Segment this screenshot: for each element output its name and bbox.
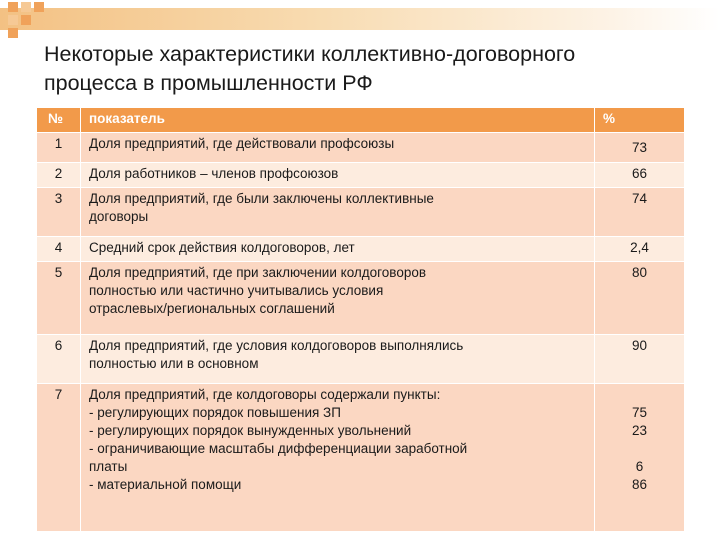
indicator-text: платы [89,458,128,474]
percent-value [595,386,684,404]
percent-cell: 73 [594,132,685,163]
row-number: 1 [36,132,81,163]
percent-value: 2,4 [630,239,649,255]
percent-cell: 90 [594,334,685,384]
header-number: № [36,107,81,133]
table-row: 2 Доля работников – членов профсоюзов 66 [36,161,685,189]
square-decor [8,28,18,38]
indicator-text: Доля предприятий, где были заключены кол… [89,191,434,207]
table-header-row: № показатель % [36,107,685,133]
indicator-text: - ограничивающие масштабы дифференциации… [89,440,468,456]
percent-value: 66 [631,165,648,181]
page-title: Некоторые характеристики коллективно-дог… [44,40,694,98]
indicator-text: - регулирующих порядок повышения ЗП [89,404,341,420]
table-row: 6 Доля предприятий, где условия колдогово… [36,334,685,384]
indicator-cell: Доля предприятий, где были заключены кол… [80,187,595,237]
row-number: 6 [36,334,81,384]
indicator-text: Доля работников – членов профсоюзов [89,165,339,181]
indicator-text: договоры [89,209,149,225]
row-number: 5 [36,261,81,336]
percent-value: 80 [631,265,648,281]
row-number: 2 [36,161,81,189]
indicator-cell: Доля предприятий, где колдоговоры содерж… [80,382,595,533]
table-row: 4 Средний срок действия колдоговоров, лет… [36,235,685,263]
indicator-cell: Доля предприятий, где условия колдоговор… [80,334,595,384]
percent-cell: 80 [594,261,685,336]
decorative-top-bar [0,8,720,30]
table-row: 3 Доля предприятий, где были заключены ко… [36,187,685,237]
square-decor [34,2,44,12]
indicator-text: - материальной помощи [89,476,242,492]
indicator-text: - регулирующих порядок вынужденных уволь… [89,422,412,438]
table-row: 7 Доля предприятий, где колдоговоры содер… [36,382,685,533]
square-decor [21,2,31,12]
percent-value: 90 [631,338,648,354]
percent-cell: 75 23 6 86 [594,382,685,533]
indicator-cell: Доля предприятий, где при заключении кол… [80,261,595,336]
table-row: 1 Доля предприятий, где действовали профс… [36,132,685,163]
row-number: 7 [36,382,81,533]
indicator-text: Средний срок действия колдоговоров, лет [89,239,355,255]
row-number: 3 [36,187,81,237]
indicator-cell: Доля работников – членов профсоюзов [80,161,595,189]
percent-cell: 2,4 [594,235,685,263]
title-line-1: Некоторые характеристики коллективно-дог… [44,42,576,66]
percent-value: 6 [635,458,644,474]
square-decor [8,2,18,12]
percent-cell: 66 [594,161,685,189]
decorative-squares [0,0,60,50]
row-number: 4 [36,235,81,263]
title-line-2: процесса в промышленности РФ [44,71,373,95]
indicator-text: полностью или в основном [89,356,259,372]
indicator-cell: Доля предприятий, где действовали профсо… [80,132,595,163]
percent-value [595,440,684,458]
square-decor [8,15,18,25]
percent-value: 73 [631,140,648,155]
percent-value: 86 [631,476,648,492]
indicators-table: № показатель % 1 Доля предприятий, где де… [36,107,685,533]
percent-value: 74 [631,191,648,207]
indicator-text: Доля предприятий, где действовали профсо… [89,136,395,151]
indicator-text: Доля предприятий, где колдоговоры содерж… [89,386,441,402]
square-decor [21,15,31,25]
indicator-text: полностью или частично учитывались услов… [89,283,384,299]
indicator-text: Доля предприятий, где при заключении кол… [89,265,427,281]
indicator-text: отраслевых/региональных соглашений [89,301,335,317]
percent-value: 75 [631,404,648,420]
indicator-text: Доля предприятий, где условия колдоговор… [89,338,464,354]
indicator-cell: Средний срок действия колдоговоров, лет [80,235,595,263]
header-percent: % [594,107,685,133]
header-indicator: показатель [80,107,595,133]
percent-cell: 74 [594,187,685,237]
table-row: 5 Доля предприятий, где при заключении ко… [36,261,685,336]
percent-value: 23 [631,422,648,438]
